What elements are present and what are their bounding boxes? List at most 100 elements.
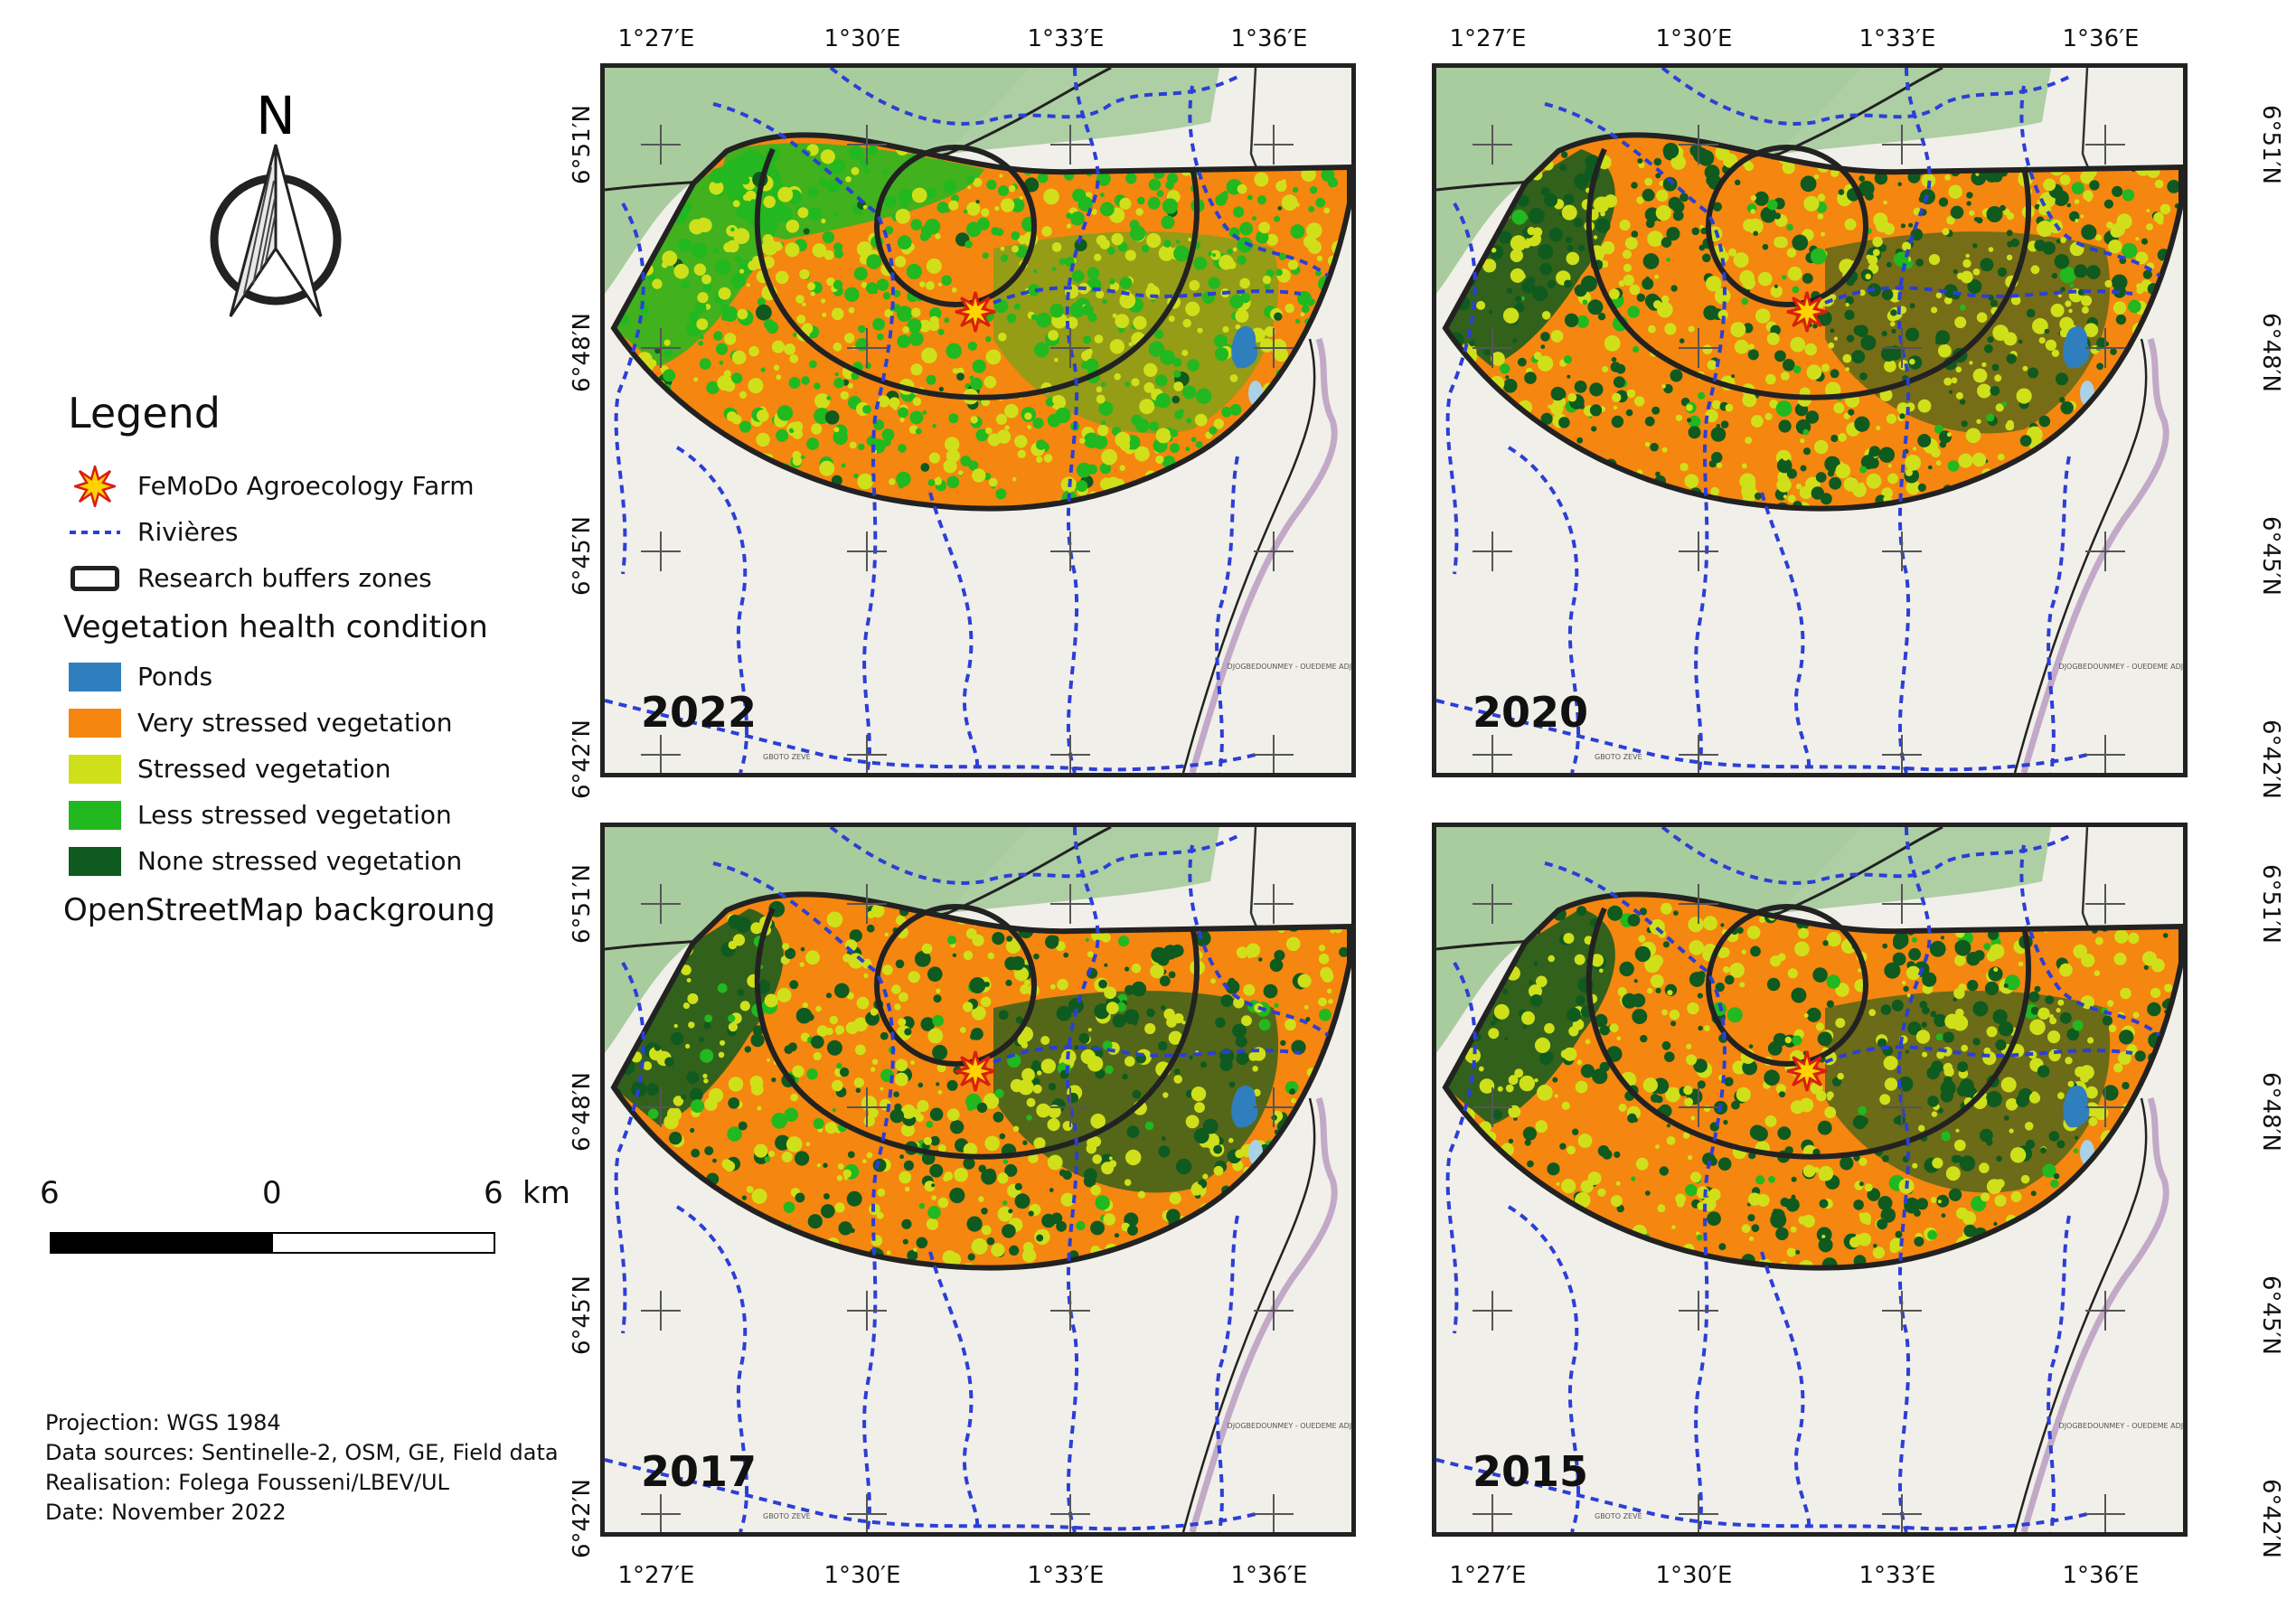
vegetation-pixel <box>891 984 901 994</box>
vegetation-pixel <box>805 950 820 965</box>
river <box>1824 286 2133 305</box>
vegetation-pixel <box>1827 1096 1832 1101</box>
vegetation-pixel <box>2132 1011 2140 1019</box>
vegetation-pixel <box>2080 995 2094 1010</box>
vegetation-pixel <box>1707 1211 1721 1227</box>
vegetation-pixel <box>1235 309 1249 323</box>
road <box>1189 337 1338 773</box>
vegetation-pixel <box>898 407 908 419</box>
vegetation-pixel <box>819 163 827 171</box>
vegetation-pixel <box>2025 1139 2036 1150</box>
town-label: DJOGBEDOUNMEY - OUEDEME ADJA <box>1228 1422 1351 1430</box>
vegetation-pixel <box>898 444 907 453</box>
vegetation-pixel <box>1995 403 2004 412</box>
vegetation-pixel <box>702 283 712 292</box>
vegetation-pixel <box>1661 447 1668 453</box>
vegetation-pixel <box>1262 275 1272 285</box>
vegetation-pixel <box>1706 276 1722 292</box>
vegetation-pixel <box>1800 465 1807 472</box>
vegetation-pixel <box>862 204 868 210</box>
vegetation-pixel <box>2146 223 2153 230</box>
vegetation-pixel <box>927 966 943 982</box>
vegetation-pixel <box>1087 1028 1092 1032</box>
river <box>829 827 1238 885</box>
vegetation-pixel <box>1559 1143 1567 1150</box>
vegetation-pixel <box>2103 1085 2119 1101</box>
vegetation-pixel <box>1716 424 1721 428</box>
vegetation-pixel <box>872 1158 887 1172</box>
vegetation-pixel <box>1816 1090 1827 1102</box>
vegetation-pixel <box>1915 1030 1931 1044</box>
vegetation-pixel <box>1891 328 1896 334</box>
vegetation-pixel <box>1735 179 1741 185</box>
vegetation-pixel <box>1026 1097 1036 1107</box>
vegetation-pixel <box>920 1017 936 1031</box>
vegetation-pixel <box>1131 414 1143 427</box>
vegetation-pixel <box>1631 1176 1636 1181</box>
vegetation-pixel <box>929 307 942 320</box>
river <box>1661 68 2070 126</box>
vegetation-pixel <box>844 333 855 343</box>
vegetation-pixel <box>1627 914 1641 927</box>
vegetation-pixel <box>1642 188 1655 202</box>
vegetation-pixel <box>688 1021 695 1029</box>
vegetation-pixel <box>1631 993 1646 1008</box>
vegetation-pixel <box>1803 1013 1809 1018</box>
vegetation-pixel <box>1698 947 1704 954</box>
vegetation-pixel <box>1510 249 1523 262</box>
vegetation-pixel <box>788 428 795 434</box>
vegetation-pixel <box>812 243 827 258</box>
vegetation-pixel <box>807 186 818 198</box>
vegetation-pixel <box>1922 1051 1928 1058</box>
vegetation-pixel <box>1783 359 1795 372</box>
vegetation-pixel <box>2026 308 2036 318</box>
vegetation-pixel <box>1984 343 1993 353</box>
vegetation-pixel <box>1957 272 1964 280</box>
vegetation-pixel <box>1690 1115 1696 1121</box>
vegetation-pixel <box>1953 1139 1966 1152</box>
vegetation-pixel <box>2066 1028 2079 1041</box>
vegetation-pixel <box>1237 237 1253 253</box>
vegetation-pixel <box>1172 944 1184 957</box>
vegetation-pixel <box>1944 174 1951 181</box>
town-label: DJOGBEDOUNMEY - OUEDEME ADJA <box>2059 1422 2183 1430</box>
vegetation-pixel <box>1124 1056 1135 1067</box>
vegetation-pixel <box>1047 413 1061 428</box>
lon-tick-label: 1°30′E <box>1655 1562 1733 1589</box>
vegetation-pixel <box>1962 259 1971 268</box>
vegetation-pixel <box>919 281 926 287</box>
vegetation-pixel <box>1041 226 1052 237</box>
vegetation-pixel <box>1845 303 1849 307</box>
boundary-line <box>2013 1097 2148 1532</box>
vegetation-pixel <box>1233 206 1245 218</box>
vegetation-pixel <box>1707 360 1717 371</box>
vegetation-heading: Vegetation health condition <box>63 609 488 645</box>
vegetation-pixel <box>1328 999 1333 1004</box>
vegetation-pixel <box>1099 193 1105 198</box>
scale-right-label: 6 <box>484 1175 503 1211</box>
vegetation-pixel <box>1998 1021 2014 1037</box>
lat-tick-label: 6°48′N <box>569 313 596 392</box>
vegetation-pixel <box>918 319 932 333</box>
vegetation-pixel <box>670 1031 684 1046</box>
vegetation-pixel <box>983 1093 1000 1109</box>
vegetation-pixel <box>1744 161 1755 172</box>
vegetation-pixel <box>1028 284 1040 296</box>
vegetation-pixel <box>1287 259 1299 270</box>
year-label: 2017 <box>641 1447 757 1496</box>
graticule-cross <box>1473 1494 1512 1532</box>
vegetation-pixel <box>1215 1017 1226 1029</box>
vegetation-pixel <box>870 904 885 918</box>
vegetation-pixel <box>728 1097 740 1109</box>
vegetation-pixel <box>1686 1054 1698 1066</box>
vegetation-pixel <box>728 1077 744 1092</box>
vegetation-pixel <box>2059 267 2076 284</box>
vegetation-pixel <box>1986 950 1998 962</box>
lon-tick-label: 1°36′E <box>2062 25 2140 52</box>
map-frame: DJOGBEDOUNMEY - OUEDEME ADJA GBOTO ZEVE 2… <box>600 823 1356 1537</box>
graticule-cross <box>1679 1087 1718 1127</box>
vegetation-pixel <box>1280 1039 1286 1046</box>
vegetation-pixel <box>1187 359 1200 372</box>
vegetation-pixel <box>663 339 671 346</box>
vegetation-pixel <box>1804 343 1817 356</box>
